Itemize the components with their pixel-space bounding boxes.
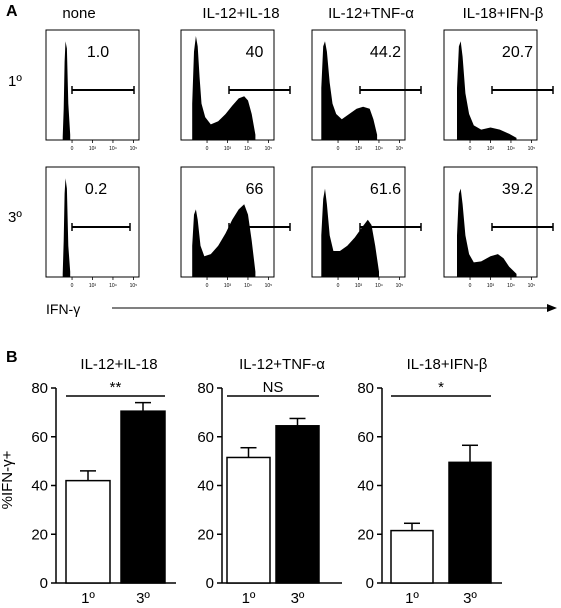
tick-label: 10³ (89, 283, 97, 289)
panel-a-letter: A (6, 3, 18, 20)
bar-il12-il18-tertiary (120, 410, 166, 584)
tick-label: 0 (71, 146, 74, 152)
tick-label: 0 (337, 283, 340, 289)
y-tick-label: 20 (197, 526, 214, 543)
tick-label: 0 (469, 146, 472, 152)
tick-label: 10⁵ (396, 283, 404, 289)
column-header-il12-il18: IL-12+IL-18 (202, 5, 279, 22)
bar-il18-ifnb-tertiary (448, 461, 492, 584)
histogram-none-row1 (62, 41, 71, 141)
significance-label-il18-ifnb: * (438, 379, 444, 396)
y-axis-label: %IFN-γ+ (0, 450, 16, 509)
tick-label: 10⁵ (265, 146, 273, 152)
panel-b: B %IFN-γ+ IL-12+IL-18 0 20 40 60 80 1º 3º ** IL-1… (0, 349, 502, 607)
x-category-label: 1º (81, 590, 95, 607)
x-category-label: 1º (242, 590, 256, 607)
x-category-label: 3º (136, 590, 150, 607)
y-tick-label: 20 (357, 526, 374, 543)
significance-label-il12-tnfa: NS (263, 379, 284, 396)
tick-label: 10⁴ (109, 283, 117, 289)
row-label-tertiary: 3º (8, 209, 22, 226)
tick-label: 10³ (224, 283, 232, 289)
y-tick-label: 40 (357, 478, 374, 495)
bar-il18-ifnb-primary (390, 529, 434, 584)
tick-label: 10³ (89, 146, 97, 152)
y-tick-label: 60 (31, 429, 48, 446)
y-tick-label: 0 (206, 575, 214, 592)
tick-label: 10⁵ (528, 146, 536, 152)
tick-label: 10³ (355, 283, 363, 289)
x-category-label: 1º (405, 590, 419, 607)
panel-b-letter: B (6, 349, 18, 366)
y-tick-label: 80 (31, 380, 48, 397)
tick-label: 10⁴ (507, 146, 515, 152)
tick-label: 10³ (355, 146, 363, 152)
tick-label: 0 (206, 283, 209, 289)
gate-percent-none-row2: 0.2 (85, 181, 107, 198)
histogram-il18-ifnb-row1 (457, 41, 517, 141)
significance-label-il12-il18: ** (110, 379, 122, 396)
tick-label: 10⁵ (265, 283, 273, 289)
tick-label: 10⁵ (528, 283, 536, 289)
tick-label: 10⁵ (396, 146, 404, 152)
gate-percent-il18-ifnb-row1: 20.7 (502, 44, 533, 61)
tick-label: 0 (337, 146, 340, 152)
bar-il12-tnfa-tertiary (275, 425, 320, 584)
panel-a: A none IL-12+IL-18 IL-12+TNF-α IL-18+IFN… (6, 3, 557, 317)
bar-chart-title-il12-tnfa: IL-12+TNF-α (239, 356, 325, 373)
y-tick-label: 0 (366, 575, 374, 592)
y-tick-label: 0 (40, 575, 48, 592)
column-header-il18-ifnb: IL-18+IFN-β (463, 5, 544, 22)
tick-label: 10³ (487, 146, 495, 152)
tick-label: 10⁴ (109, 146, 117, 152)
tick-label: 10⁴ (244, 146, 252, 152)
gate-percent-il12-il18-row1: 40 (246, 44, 264, 61)
tick-label: 10⁴ (375, 283, 383, 289)
y-tick-label: 40 (197, 478, 214, 495)
tick-label: 0 (469, 283, 472, 289)
bar-chart-title-il12-il18: IL-12+IL-18 (80, 356, 157, 373)
gate-percent-il12-il18-row2: 66 (246, 181, 264, 198)
histogram-il18-ifnb-row2 (457, 188, 517, 277)
gate-percent-il12-tnfa-row1: 44.2 (370, 44, 401, 61)
row-label-primary: 1º (8, 73, 22, 90)
tick-label: 10³ (224, 146, 232, 152)
gate-percent-il12-tnfa-row2: 61.6 (370, 181, 401, 198)
gate-percent-none-row1: 1.0 (87, 44, 109, 61)
tick-label: 0 (206, 146, 209, 152)
histogram-il12-tnfa-row2 (321, 188, 379, 277)
y-tick-label: 20 (31, 526, 48, 543)
x-category-label: 3º (291, 590, 305, 607)
histogram-none-row2 (62, 178, 71, 277)
histogram-il12-tnfa-row1 (321, 41, 378, 141)
column-header-il12-tnfa: IL-12+TNF-α (328, 5, 414, 22)
y-tick-label: 60 (357, 429, 374, 446)
x-category-label: 3º (463, 590, 477, 607)
y-tick-label: 80 (197, 380, 214, 397)
tick-label: 10³ (487, 283, 495, 289)
tick-label: 10⁵ (130, 146, 138, 152)
histogram-il12-il18-row1 (192, 36, 256, 140)
bar-chart-title-il18-ifnb: IL-18+IFN-β (407, 356, 488, 373)
tick-label: 10⁴ (507, 283, 515, 289)
gate-percent-il18-ifnb-row2: 39.2 (502, 181, 533, 198)
tick-label: 10⁴ (244, 283, 252, 289)
tick-label: 0 (71, 283, 74, 289)
y-tick-label: 60 (197, 429, 214, 446)
histogram-il12-il18-row2 (192, 204, 256, 277)
column-header-none: none (62, 5, 95, 22)
x-axis-arrow-head (547, 304, 557, 312)
bar-il12-il18-primary (65, 479, 111, 584)
tick-label: 10⁴ (375, 146, 383, 152)
bar-il12-tnfa-primary (226, 456, 271, 584)
x-axis-label: IFN-γ (46, 301, 80, 317)
tick-label: 10⁵ (130, 283, 138, 289)
y-tick-label: 40 (31, 478, 48, 495)
y-tick-label: 80 (357, 380, 374, 397)
